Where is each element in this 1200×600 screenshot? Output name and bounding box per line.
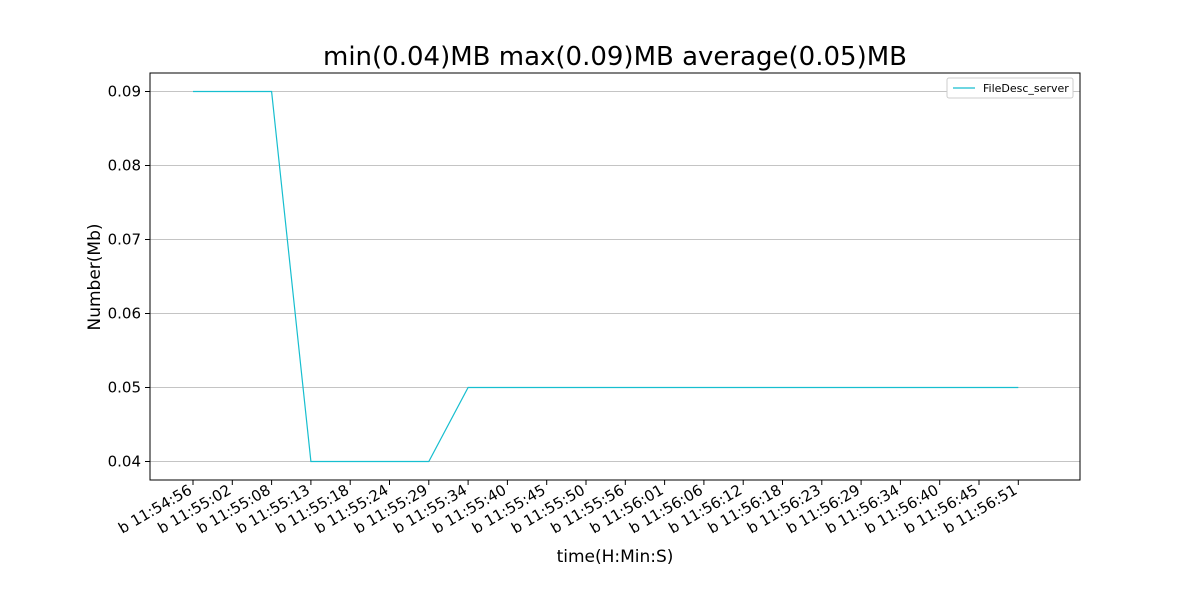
grid-lines (150, 91, 1080, 462)
y-tick-label: 0.09 (108, 83, 141, 101)
y-tick-label: 0.06 (108, 305, 141, 323)
chart-title: min(0.04)MB max(0.09)MB average(0.05)MB (323, 42, 907, 72)
x-axis: b 11:54:56b 11:55:02b 11:55:08b 11:55:13… (115, 480, 1020, 537)
series-line (193, 90, 1019, 463)
y-tick-label: 0.08 (108, 157, 141, 175)
y-axis-label: Number(Mb) (85, 223, 105, 330)
legend-label: FileDesc_server (983, 82, 1069, 95)
y-tick-label: 0.05 (108, 379, 141, 397)
y-axis: 0.04 0.05 0.06 0.07 0.08 0.09 (108, 83, 150, 471)
series-layer (193, 90, 1019, 463)
plot-frame (149, 72, 1081, 481)
legend-box (946, 77, 1074, 99)
legend: FileDesc_server (946, 77, 1074, 99)
x-axis-label: time(H:Min:S) (557, 547, 674, 567)
y-tick-label: 0.07 (108, 231, 141, 249)
y-tick-label: 0.04 (108, 453, 141, 471)
